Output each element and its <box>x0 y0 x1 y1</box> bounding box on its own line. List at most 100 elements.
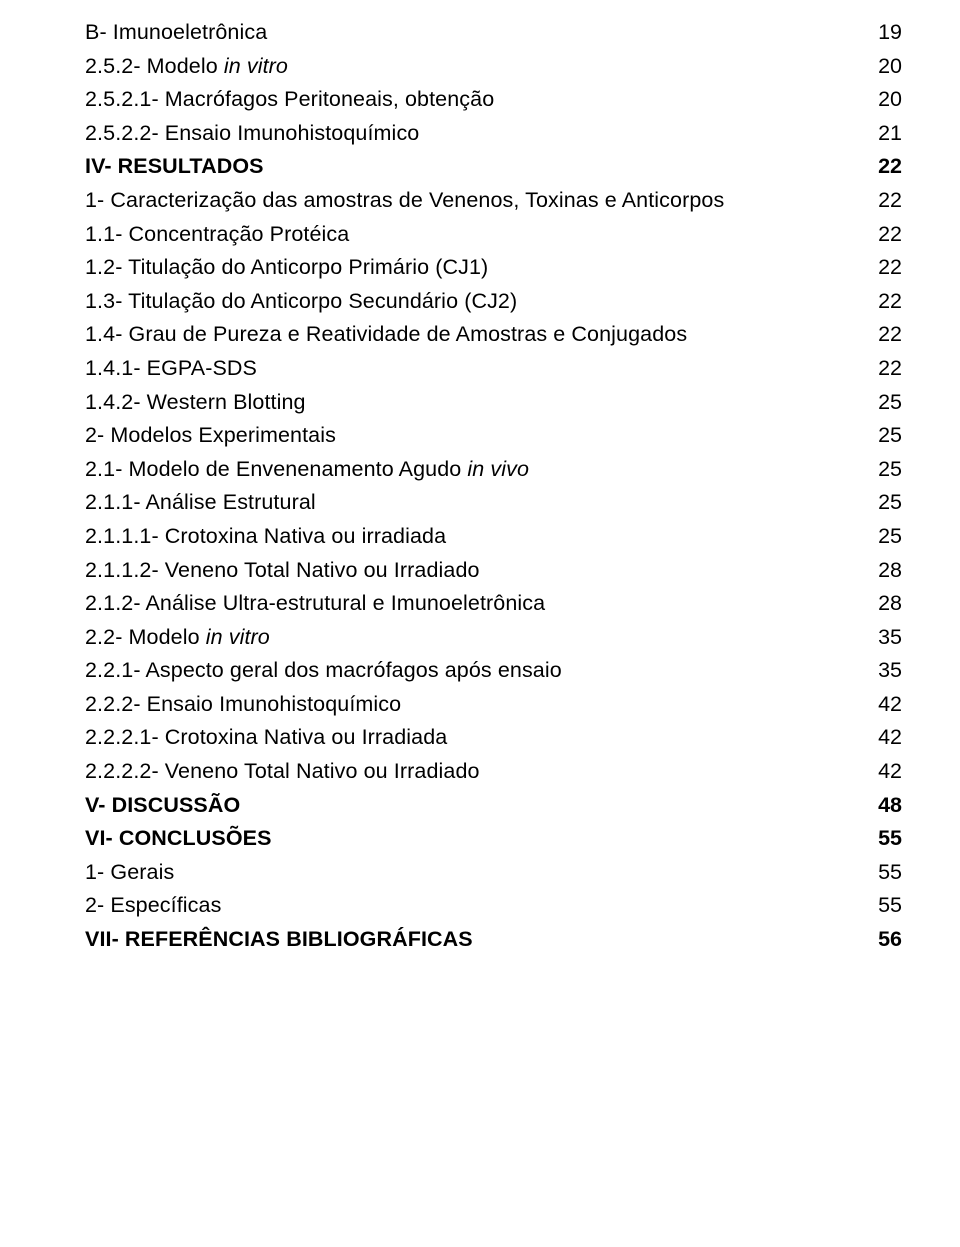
toc-label-text: 2.5.2.2- Ensaio Imunohistoquímico <box>85 121 419 145</box>
toc-label: 2.1- Modelo de Envenenamento Agudo in vi… <box>85 459 529 481</box>
toc-page-number: 22 <box>866 324 902 346</box>
toc-label: 2.5.2.2- Ensaio Imunohistoquímico <box>85 123 419 145</box>
toc-page-number: 20 <box>866 56 902 78</box>
toc-page-number: 22 <box>866 224 902 246</box>
toc-row: 2.1.1.1- Crotoxina Nativa ou irradiada 25 <box>85 526 902 548</box>
toc-page-number: 22 <box>866 291 902 313</box>
toc-label-text: 2.1.1.1- Crotoxina Nativa ou irradiada <box>85 524 446 548</box>
toc-label: 2.2.1- Aspecto geral dos macrófagos após… <box>85 660 562 682</box>
toc-label-text: 2- Modelos Experimentais <box>85 423 336 447</box>
toc-label-italic: in vivo <box>467 457 529 481</box>
toc-label: 1- Caracterização das amostras de Veneno… <box>85 190 724 212</box>
toc-label-text: V- DISCUSSÃO <box>85 793 240 817</box>
toc-row: 1- Gerais55 <box>85 862 902 884</box>
toc-label: VI- CONCLUSÕES <box>85 828 272 850</box>
toc-label: 2.2- Modelo in vitro <box>85 627 270 649</box>
toc-label: 2.2.2.2- Veneno Total Nativo ou Irradiad… <box>85 761 480 783</box>
toc-label-text: 2.1.2- Análise Ultra-estrutural e Imunoe… <box>85 591 545 615</box>
toc-label-text: 2.1.1.2- Veneno Total Nativo ou Irradiad… <box>85 558 480 582</box>
toc-label-text: VI- CONCLUSÕES <box>85 826 272 850</box>
toc-label-text: VII- REFERÊNCIAS BIBLIOGRÁFICAS <box>85 927 473 951</box>
toc-row: 1- Caracterização das amostras de Veneno… <box>85 190 902 212</box>
toc-row: 1.1- Concentração Protéica 22 <box>85 224 902 246</box>
toc-label-text: 2- Específicas <box>85 893 221 917</box>
toc-row: 1.3- Titulação do Anticorpo Secundário (… <box>85 291 902 313</box>
toc-label-text: 2.2- Modelo <box>85 625 206 649</box>
toc-label: 1.2- Titulação do Anticorpo Primário (CJ… <box>85 257 488 279</box>
toc-row: VII- REFERÊNCIAS BIBLIOGRÁFICAS 56 <box>85 929 902 951</box>
toc-label-italic: in vitro <box>224 54 288 78</box>
toc-label: 2.1.2- Análise Ultra-estrutural e Imunoe… <box>85 593 545 615</box>
toc-label-text: 2.2.2- Ensaio Imunohistoquímico <box>85 692 401 716</box>
toc-page-number: 48 <box>866 795 902 817</box>
toc-label: V- DISCUSSÃO <box>85 795 240 817</box>
toc-label-text: 1.2- Titulação do Anticorpo Primário (CJ… <box>85 255 488 279</box>
toc-row: 2.2.2.1- Crotoxina Nativa ou Irradiada 42 <box>85 727 902 749</box>
toc-label-text: 2.2.1- Aspecto geral dos macrófagos após… <box>85 658 562 682</box>
toc-label-text: 2.2.2.1- Crotoxina Nativa ou Irradiada <box>85 725 447 749</box>
toc-label-text: 1.1- Concentração Protéica <box>85 222 349 246</box>
toc-row: VI- CONCLUSÕES 55 <box>85 828 902 850</box>
toc-row: 1.4.1- EGPA-SDS 22 <box>85 358 902 380</box>
toc-row: IV- RESULTADOS 22 <box>85 156 902 178</box>
toc-label: 1.4.2- Western Blotting <box>85 392 306 414</box>
toc-label-text: 2.2.2.2- Veneno Total Nativo ou Irradiad… <box>85 759 480 783</box>
toc-page-number: 22 <box>866 358 902 380</box>
toc-label: IV- RESULTADOS <box>85 156 264 178</box>
toc-label: VII- REFERÊNCIAS BIBLIOGRÁFICAS <box>85 929 473 951</box>
toc-row: 1.4- Grau de Pureza e Reatividade de Amo… <box>85 324 902 346</box>
toc-row: 2.5.2.1- Macrófagos Peritoneais, obtençã… <box>85 89 902 111</box>
toc-page-number: 56 <box>866 929 902 951</box>
toc-row: 2.2.2.2- Veneno Total Nativo ou Irradiad… <box>85 761 902 783</box>
toc-label: 1.4.1- EGPA-SDS <box>85 358 257 380</box>
toc-label-text: 1- Gerais <box>85 860 174 884</box>
toc-row: 2.1.2- Análise Ultra-estrutural e Imunoe… <box>85 593 902 615</box>
toc-label: 2.5.2- Modelo in vitro <box>85 56 288 78</box>
toc-page-number: 20 <box>866 89 902 111</box>
toc-label: 2- Específicas <box>85 895 221 917</box>
toc-page-number: 28 <box>866 560 902 582</box>
toc-page-number: 22 <box>866 156 902 178</box>
toc-label: 2.1.1- Análise Estrutural <box>85 492 316 514</box>
toc-row: 2.5.2.2- Ensaio Imunohistoquímico 21 <box>85 123 902 145</box>
toc-label-text: 1.3- Titulação do Anticorpo Secundário (… <box>85 289 517 313</box>
toc-page-number: 25 <box>866 392 902 414</box>
toc-label-text: 2.1.1- Análise Estrutural <box>85 490 316 514</box>
toc-label: 1.3- Titulação do Anticorpo Secundário (… <box>85 291 517 313</box>
toc-label: 2.5.2.1- Macrófagos Peritoneais, obtençã… <box>85 89 494 111</box>
toc-row: B- Imunoeletrônica19 <box>85 22 902 44</box>
toc-page-number: 22 <box>866 190 902 212</box>
toc-row: V- DISCUSSÃO 48 <box>85 795 902 817</box>
toc-label: 1.1- Concentração Protéica <box>85 224 349 246</box>
toc-label: 1.4- Grau de Pureza e Reatividade de Amo… <box>85 324 687 346</box>
toc-row: 2- Específicas 55 <box>85 895 902 917</box>
toc-page-number: 42 <box>866 727 902 749</box>
toc-label-text: 1.4.2- Western Blotting <box>85 390 306 414</box>
toc-label: B- Imunoeletrônica <box>85 22 267 44</box>
toc-label: 2.2.2- Ensaio Imunohistoquímico <box>85 694 401 716</box>
toc-label-text: 2.1- Modelo de Envenenamento Agudo <box>85 457 467 481</box>
toc-page-number: 55 <box>866 895 902 917</box>
toc-row: 2.1.1.2- Veneno Total Nativo ou Irradiad… <box>85 560 902 582</box>
toc-row: 2.2.2- Ensaio Imunohistoquímico 42 <box>85 694 902 716</box>
toc-row: 2.1- Modelo de Envenenamento Agudo in vi… <box>85 459 902 481</box>
toc-label: 2- Modelos Experimentais <box>85 425 336 447</box>
toc-page-number: 25 <box>866 526 902 548</box>
toc-label-text: 1- Caracterização das amostras de Veneno… <box>85 188 724 212</box>
toc-page-number: 28 <box>866 593 902 615</box>
toc-page-number: 55 <box>866 828 902 850</box>
toc-label-text: 2.5.2.1- Macrófagos Peritoneais, obtençã… <box>85 87 494 111</box>
toc-label-text: B- Imunoeletrônica <box>85 20 267 44</box>
toc-page-number: 25 <box>866 492 902 514</box>
toc-page-number: 42 <box>866 694 902 716</box>
toc-page: B- Imunoeletrônica19 2.5.2- Modelo in vit… <box>0 0 960 1247</box>
toc-page-number: 35 <box>866 660 902 682</box>
toc-page-number: 25 <box>866 425 902 447</box>
toc-label-text: IV- RESULTADOS <box>85 154 264 178</box>
toc-row: 1.4.2- Western Blotting 25 <box>85 392 902 414</box>
toc-label: 1- Gerais <box>85 862 174 884</box>
toc-page-number: 25 <box>866 459 902 481</box>
toc-page-number: 22 <box>866 257 902 279</box>
toc-page-number: 21 <box>866 123 902 145</box>
toc-label-text: 1.4- Grau de Pureza e Reatividade de Amo… <box>85 322 687 346</box>
